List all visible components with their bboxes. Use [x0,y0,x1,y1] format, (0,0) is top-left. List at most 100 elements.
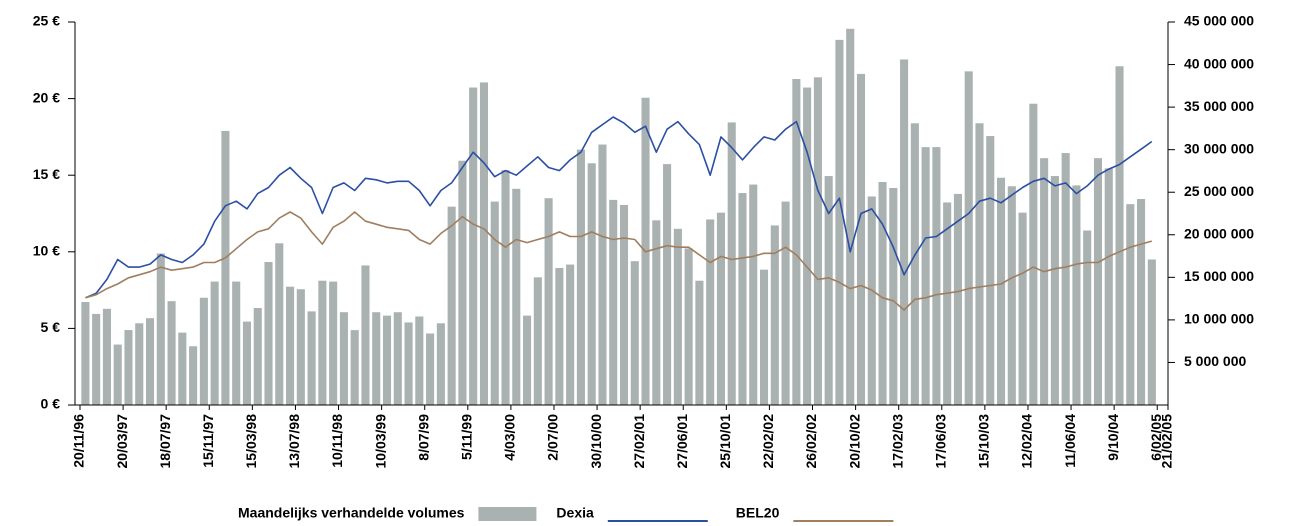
bar [533,277,542,405]
x-tick-label: 2/07/00 [545,414,561,461]
x-tick-label: 20/11/96 [71,414,87,468]
bar [760,269,769,405]
bar [404,322,413,405]
bar [598,144,607,405]
y2-tick-label: 10 000 000 [1184,311,1254,327]
x-tick-label: 10/03/99 [372,414,388,469]
bar [706,219,715,405]
bar [145,318,155,405]
bar [824,176,833,405]
x-tick-label: 27/02/01 [631,414,647,469]
x-tick-label: 15/03/98 [243,414,259,469]
bar [102,308,111,405]
bar [576,149,585,405]
bar [124,330,133,405]
y2-tick-label: 20 000 000 [1184,225,1254,241]
x-tick-label: 18/07/97 [157,414,173,469]
bar [113,344,122,405]
y-tick-label: 15 € [33,166,60,182]
bar [964,71,973,405]
bar [1093,158,1103,405]
bar [1147,259,1156,405]
x-tick-label: 17/06/03 [932,414,948,469]
bar [393,312,402,405]
bar [889,187,898,405]
bar [555,267,564,405]
bar [996,177,1006,405]
x-tick-label: 26/02/02 [803,414,819,469]
x-tick-label: 6/02/05 [1148,414,1164,461]
x-tick-label: 9/10/04 [1105,414,1121,461]
bar [189,346,198,405]
bar [587,163,596,405]
x-tick-label: 20/10/02 [846,414,862,469]
y2-tick-label: 25 000 000 [1184,183,1254,199]
bar [92,313,101,405]
bar [1018,212,1027,405]
bar [479,82,488,405]
bar [609,199,618,405]
y-tick-label: 0 € [41,396,61,412]
x-tick-label: 21/02/05 [1159,414,1175,469]
bar [382,315,392,405]
legend-label: Dexia [556,505,594,521]
bar [447,206,456,405]
legend-label: BEL20 [736,505,780,521]
bar [523,315,532,405]
bar [1126,204,1135,405]
bar [232,281,241,405]
bar [1083,230,1092,405]
bar [856,73,866,405]
bar [619,204,629,405]
bar [210,281,219,405]
bar [652,220,661,405]
x-tick-label: 25/10/01 [717,414,733,469]
x-tick-label: 20/03/97 [114,414,130,469]
bar [1072,185,1081,405]
y2-tick-label: 45 000 000 [1184,13,1254,29]
bar [910,123,919,405]
bar [1040,158,1049,405]
line [85,116,1153,299]
bar [695,280,704,405]
bar [339,312,348,405]
bar [275,243,284,405]
bar [329,281,338,405]
bar [501,170,510,405]
bar [307,311,316,405]
bar [178,332,187,405]
bar [167,301,176,405]
x-tick-label: 5/11/99 [459,414,475,460]
bar [921,147,930,405]
bar [975,123,984,405]
line [85,211,1153,311]
x-tick-label: 12/02/04 [1019,414,1035,469]
y2-tick-label: 30 000 000 [1184,140,1254,156]
y-tick-label: 10 € [33,243,60,259]
bar [1007,186,1016,405]
bar [81,302,90,405]
bar [1029,103,1038,405]
x-tick-label: 30/10/00 [588,414,604,469]
x-tick-label: 11/06/04 [1062,414,1078,468]
bar [781,201,790,405]
x-tick-label: 10/11/98 [329,414,345,468]
y-tick-label: 25 € [33,13,60,29]
bar [813,77,822,406]
bar [673,228,682,405]
x-tick-label: 17/02/03 [889,414,905,469]
bar [296,289,305,405]
bar [792,79,801,405]
bar [867,196,876,405]
bar [749,184,758,405]
bar [716,212,725,405]
bar [242,321,252,405]
x-tick-label: 27/06/01 [674,414,690,469]
bar [1050,176,1059,405]
bar [512,188,521,405]
bar [878,182,887,405]
bar [953,193,962,405]
bar [350,330,359,405]
x-tick-label: 15/11/97 [200,414,216,468]
